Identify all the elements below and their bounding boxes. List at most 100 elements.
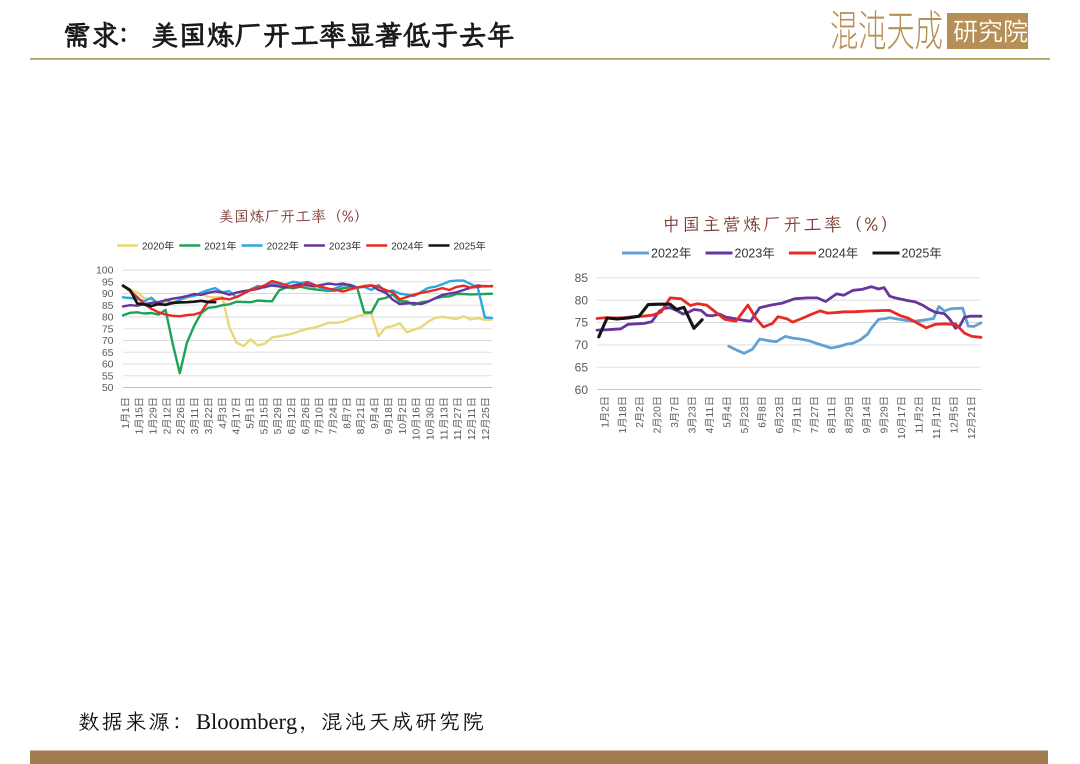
svg-text:23: 23 <box>775 406 786 418</box>
svg-text:17: 17 <box>232 407 243 419</box>
svg-text:70: 70 <box>575 338 589 352</box>
svg-text:4: 4 <box>370 407 381 413</box>
svg-text:29: 29 <box>845 406 856 418</box>
svg-text:2023: 2023 <box>735 247 763 261</box>
svg-text:55: 55 <box>102 370 114 382</box>
svg-text:2: 2 <box>635 406 646 412</box>
svg-text:4: 4 <box>723 406 734 412</box>
svg-text:100: 100 <box>96 265 114 277</box>
svg-text:1: 1 <box>245 407 256 413</box>
svg-text:23: 23 <box>688 406 699 418</box>
svg-text:6: 6 <box>775 427 786 433</box>
svg-text:9: 9 <box>370 423 381 429</box>
svg-text:2024: 2024 <box>391 242 414 253</box>
svg-text:65: 65 <box>575 360 589 374</box>
svg-text:11: 11 <box>705 407 716 418</box>
svg-text:50: 50 <box>102 382 114 394</box>
svg-text:9: 9 <box>384 428 395 434</box>
svg-text:65: 65 <box>102 347 114 359</box>
svg-text:6: 6 <box>287 428 298 434</box>
svg-text:3: 3 <box>688 427 699 433</box>
svg-text:23: 23 <box>740 406 751 418</box>
svg-text:1: 1 <box>135 428 146 434</box>
svg-text:60: 60 <box>575 383 589 397</box>
svg-text:8: 8 <box>845 427 856 433</box>
svg-text:1: 1 <box>600 422 611 428</box>
svg-text:21: 21 <box>967 406 978 418</box>
svg-text:17: 17 <box>932 406 943 418</box>
svg-text:3: 3 <box>204 428 215 434</box>
svg-text:70: 70 <box>102 335 114 347</box>
svg-text:8: 8 <box>356 428 367 434</box>
svg-text:11: 11 <box>467 408 478 419</box>
svg-text:27: 27 <box>453 407 464 419</box>
svg-text:11: 11 <box>827 407 838 418</box>
svg-text:4: 4 <box>218 423 229 429</box>
svg-text:90: 90 <box>102 288 114 300</box>
svg-text:2: 2 <box>600 406 611 412</box>
svg-text:11: 11 <box>439 429 450 440</box>
svg-text:26: 26 <box>176 407 187 419</box>
svg-text:2023: 2023 <box>329 242 352 253</box>
svg-text:75: 75 <box>102 323 114 335</box>
svg-text:16: 16 <box>412 407 423 419</box>
svg-text:12: 12 <box>967 427 978 439</box>
svg-text:5: 5 <box>740 427 751 433</box>
svg-text:8: 8 <box>342 423 353 429</box>
svg-text:2020: 2020 <box>142 242 165 253</box>
svg-text:1: 1 <box>121 407 132 413</box>
svg-text:12: 12 <box>287 407 298 419</box>
svg-text:25: 25 <box>481 407 492 419</box>
svg-text:7: 7 <box>792 427 803 433</box>
svg-text:11: 11 <box>932 428 943 439</box>
svg-text:2: 2 <box>915 406 926 412</box>
svg-text:2: 2 <box>398 407 409 413</box>
svg-text:12: 12 <box>467 428 478 440</box>
svg-text:10: 10 <box>315 407 326 419</box>
svg-text:2: 2 <box>635 422 646 428</box>
svg-text:10: 10 <box>412 428 423 440</box>
svg-text:7: 7 <box>329 428 340 434</box>
svg-text:15: 15 <box>135 407 146 419</box>
svg-text:7: 7 <box>670 406 681 412</box>
svg-text:27: 27 <box>810 406 821 418</box>
svg-text:3: 3 <box>670 422 681 428</box>
svg-text:15: 15 <box>259 407 270 419</box>
svg-text:4: 4 <box>705 427 716 433</box>
svg-text:1: 1 <box>121 423 132 429</box>
svg-text:13: 13 <box>439 407 450 419</box>
svg-text:7: 7 <box>810 427 821 433</box>
svg-text:7: 7 <box>342 407 353 413</box>
svg-text:3: 3 <box>218 407 229 413</box>
svg-text:21: 21 <box>356 407 367 419</box>
svg-text:29: 29 <box>880 406 891 418</box>
svg-text:18: 18 <box>618 406 629 418</box>
svg-text:29: 29 <box>273 407 284 419</box>
svg-text:2025: 2025 <box>902 247 930 261</box>
svg-text:5: 5 <box>259 428 270 434</box>
svg-text:12: 12 <box>481 428 492 440</box>
svg-text:5: 5 <box>273 428 284 434</box>
svg-text:80: 80 <box>102 312 114 324</box>
svg-text:7: 7 <box>315 428 326 434</box>
svg-text:2022: 2022 <box>651 247 679 261</box>
svg-text:30: 30 <box>426 407 437 419</box>
svg-text:80: 80 <box>575 293 589 307</box>
svg-text:2025: 2025 <box>454 242 477 253</box>
svg-text:11: 11 <box>915 422 926 433</box>
svg-text:5: 5 <box>723 422 734 428</box>
svg-text:22: 22 <box>204 407 215 419</box>
svg-text:4: 4 <box>232 428 243 434</box>
svg-text:6: 6 <box>301 428 312 434</box>
svg-text:26: 26 <box>301 407 312 419</box>
svg-text:2021: 2021 <box>204 242 227 253</box>
svg-text:11: 11 <box>792 407 803 418</box>
svg-text:85: 85 <box>102 300 114 312</box>
svg-text:12: 12 <box>949 422 960 434</box>
svg-text:11: 11 <box>453 429 464 440</box>
svg-text:8: 8 <box>827 427 838 433</box>
svg-text:10: 10 <box>426 428 437 440</box>
svg-text:60: 60 <box>102 359 114 371</box>
svg-text:2: 2 <box>162 428 173 434</box>
svg-text:5: 5 <box>949 406 960 412</box>
